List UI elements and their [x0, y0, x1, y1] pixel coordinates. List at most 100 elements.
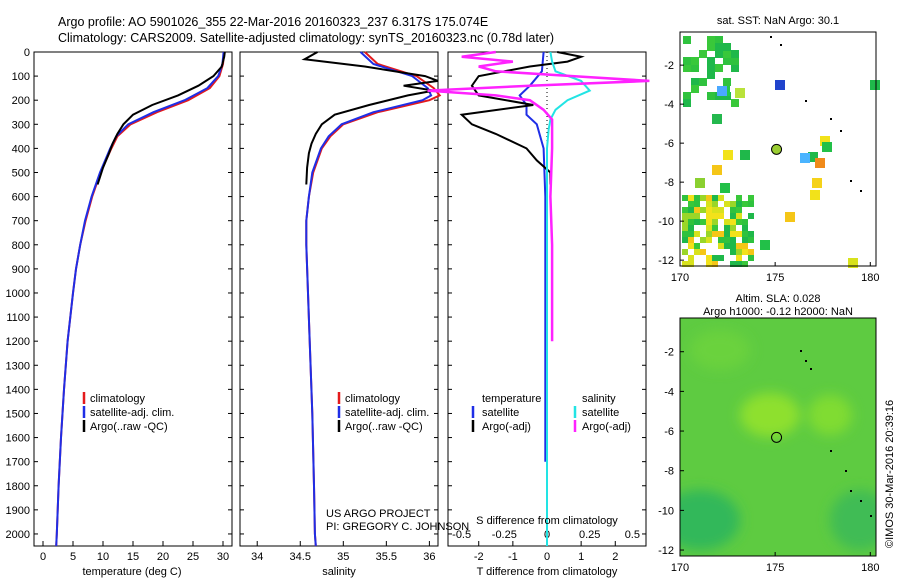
- s-tick-label: -0.25: [492, 529, 517, 541]
- sst-cell: [688, 225, 694, 231]
- lat-tick-label: -2: [664, 347, 674, 359]
- legend-label-climatology: climatology: [345, 393, 401, 405]
- legend-label-s-argo: Argo(-adj): [582, 421, 631, 433]
- legend-heading-salinity: salinity: [582, 393, 616, 405]
- sst-cell: [706, 261, 712, 267]
- sst-cell: [748, 213, 754, 219]
- x-tick-label: 10: [97, 551, 109, 563]
- sst-cell: [730, 237, 736, 243]
- sst-cell: [694, 231, 700, 237]
- depth-tick-label: 1100: [6, 312, 30, 324]
- legend-label-t-argo: Argo(-adj): [482, 421, 531, 433]
- lat-tick-label: -10: [658, 216, 674, 228]
- sst-cell: [736, 243, 742, 249]
- sst-cell: [736, 207, 742, 213]
- sst-cell: [706, 231, 712, 237]
- sst-cell: [688, 219, 694, 225]
- sst-cell: [736, 255, 742, 261]
- sst-cell: [731, 64, 739, 72]
- imos-credit: ©IMOS 30-Mar-2016 20:39:16: [884, 400, 896, 548]
- depth-tick-label: 1300: [6, 360, 30, 372]
- sst-cell: [683, 64, 691, 72]
- sst-cell: [870, 80, 880, 90]
- s-tick-label: -0.5: [452, 529, 471, 541]
- sla-map-panel: Altim. SLA: 0.028 Argo h1000: -0.12 h200…: [658, 293, 879, 574]
- sla-map-subtitle: Argo h1000: -0.12 h2000: NaN: [703, 306, 853, 318]
- sst-cell: [848, 258, 858, 268]
- sst-cell: [718, 195, 724, 201]
- sst-cell: [724, 201, 730, 207]
- series-line-argo-adj-: [459, 51, 585, 185]
- salinity-axis: 34 34.5 35 35.5 36: [251, 541, 436, 563]
- sst-cell: [682, 237, 688, 243]
- sst-cell: [724, 225, 730, 231]
- lon-tick-label: 170: [671, 562, 689, 574]
- island-dot: [860, 500, 862, 502]
- sst-cell: [707, 92, 715, 100]
- island-dot: [840, 130, 842, 132]
- x-tick-label: -1: [508, 551, 518, 563]
- legend-label-argo: Argo(..raw -QC): [345, 421, 423, 433]
- sst-cell: [700, 219, 706, 225]
- sla-map-axes: 170 175 180 -2 -4 -6 -8 -10 -12: [658, 347, 879, 574]
- sst-cell: [706, 237, 712, 243]
- sst-cell: [712, 225, 718, 231]
- depth-tick-label: 100: [12, 71, 30, 83]
- sst-cell: [718, 255, 724, 261]
- sst-cell: [706, 213, 712, 219]
- island-dot: [830, 450, 832, 452]
- sst-cell: [742, 243, 748, 249]
- sst-cell: [694, 213, 700, 219]
- sst-cell: [718, 237, 724, 243]
- sst-cell: [723, 50, 731, 58]
- sst-cell: [730, 219, 736, 225]
- legend-label-argo: Argo(..raw -QC): [90, 421, 168, 433]
- sst-cell: [715, 43, 723, 51]
- sst-cell: [717, 86, 727, 96]
- sst-cell: [683, 92, 691, 100]
- sst-cell: [688, 213, 694, 219]
- sst-cell: [736, 261, 742, 267]
- x-tick-label: 0: [40, 551, 46, 563]
- sst-cell: [683, 36, 691, 44]
- sst-cell: [742, 237, 748, 243]
- sst-cell: [688, 255, 694, 261]
- s-tick-label: 0.25: [579, 529, 600, 541]
- sst-cell: [683, 57, 691, 65]
- sst-cell: [700, 249, 706, 255]
- lat-tick-label: -10: [658, 505, 674, 517]
- sst-cell: [720, 183, 730, 193]
- depth-tick-label: 1900: [6, 505, 30, 517]
- sst-cell: [688, 207, 694, 213]
- x-tick-label: 34.5: [290, 551, 311, 563]
- lat-tick-label: -2: [664, 60, 674, 72]
- sst-cell: [748, 255, 754, 261]
- sst-cell: [735, 88, 745, 98]
- sst-cell: [785, 212, 795, 222]
- series-line-climatology: [55, 51, 226, 547]
- depth-tick-label: 900: [12, 264, 30, 276]
- sst-cell: [699, 78, 707, 86]
- lat-tick-label: -8: [664, 466, 674, 478]
- sst-cell: [775, 80, 785, 90]
- temperature-plot-frame: [33, 51, 233, 547]
- sst-cell: [730, 243, 736, 249]
- lat-tick-label: -4: [664, 386, 674, 398]
- difference-legend: temperature satellite Argo(-adj) salinit…: [471, 393, 631, 433]
- x-tick-label: 0: [544, 551, 550, 563]
- sla-map-title: Altim. SLA: 0.028: [736, 293, 821, 305]
- sst-cell: [730, 231, 736, 237]
- sst-cell: [682, 195, 688, 201]
- sst-cell: [731, 50, 739, 58]
- sst-cell: [688, 195, 694, 201]
- sst-cell: [694, 243, 700, 249]
- series-line-satellite-adj-clim-: [305, 51, 433, 547]
- sst-cell: [700, 207, 706, 213]
- sla-map-frame: [679, 317, 877, 557]
- sst-cell: [707, 64, 715, 72]
- sst-cell: [748, 195, 754, 201]
- sst-cell: [707, 43, 715, 51]
- depth-tick-label: 1700: [6, 457, 30, 469]
- salinity-plot-frame: [239, 51, 439, 547]
- s-difference-xlabel: S difference from climatology: [476, 515, 618, 527]
